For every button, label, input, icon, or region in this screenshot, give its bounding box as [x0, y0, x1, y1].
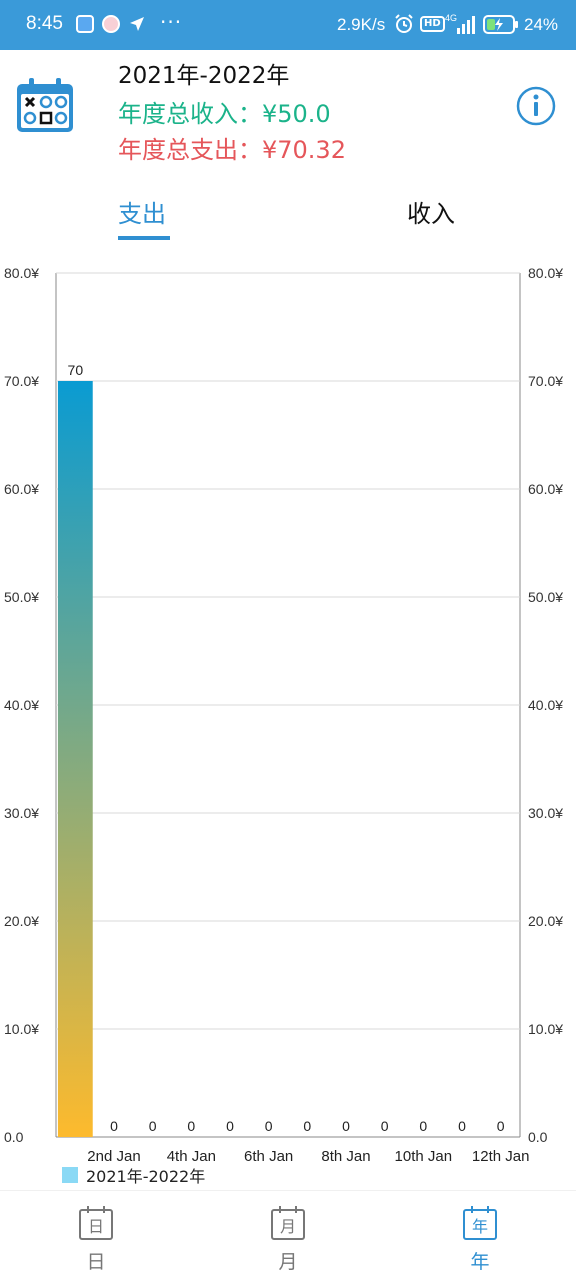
arrow-icon	[130, 17, 144, 31]
battery-icon	[483, 15, 518, 34]
nav-label-month: 月	[278, 1251, 298, 1273]
tab-expense[interactable]: 支出	[118, 200, 166, 228]
bar-value-label: 0	[458, 1118, 466, 1134]
active-tab-indicator	[118, 236, 170, 240]
y-tick-label-right: 60.0¥	[528, 481, 563, 497]
y-tick-label-right: 40.0¥	[528, 697, 563, 713]
annual-expense-total: 年度总支出：¥70.32	[118, 136, 346, 164]
bar-value-label: 0	[110, 1118, 118, 1134]
y-tick-label-right: 20.0¥	[528, 913, 563, 929]
x-tick-label: 12th Jan	[472, 1148, 530, 1165]
x-tick-label: 10th Jan	[395, 1148, 453, 1165]
bar-value-label: 0	[342, 1118, 350, 1134]
y-tick-label-left: 80.0¥	[4, 265, 39, 281]
y-tick-label-right: 30.0¥	[528, 805, 563, 821]
nav-label-year: 年	[470, 1251, 490, 1273]
alarm-icon	[395, 14, 413, 33]
signal-icon: 4G	[445, 13, 475, 34]
y-tick-label-right: 10.0¥	[528, 1021, 563, 1037]
y-tick-label-left: 50.0¥	[4, 589, 39, 605]
battery-percent: 24%	[524, 15, 559, 34]
bar-value-label: 0	[497, 1118, 505, 1134]
month-icon-char: 月	[280, 1217, 296, 1236]
month-calendar-icon: 月	[271, 1206, 305, 1240]
bar	[57, 381, 93, 1137]
y-tick-label-right: 0.0	[528, 1129, 548, 1145]
nav-label-day: 日	[86, 1251, 106, 1273]
nav-item-year[interactable]: 年 年	[384, 1191, 576, 1280]
y-tick-label-right: 80.0¥	[528, 265, 563, 281]
y-tick-label-right: 70.0¥	[528, 373, 563, 389]
status-time: 8:45	[26, 13, 63, 34]
chart-legend: 2021年-2022年	[62, 1163, 205, 1187]
calendar-icon	[17, 78, 73, 132]
x-tick-label: 6th Jan	[244, 1148, 293, 1165]
bar-value-label: 0	[303, 1118, 311, 1134]
y-tick-label-left: 20.0¥	[4, 913, 39, 929]
y-tick-label-left: 30.0¥	[4, 805, 39, 821]
nav-item-day[interactable]: 日 日	[0, 1191, 192, 1280]
year-icon-char: 年	[472, 1217, 488, 1236]
x-tick-label: 4th Jan	[167, 1148, 216, 1165]
year-range-title: 2021年-2022年	[118, 63, 290, 89]
bar-value-label: 0	[265, 1118, 273, 1134]
day-icon-char: 日	[88, 1217, 104, 1236]
net-speed: 2.9K/s	[337, 15, 386, 34]
status-bar: 8:45 ··· 2.9K/s HD 4G 24%	[0, 0, 576, 50]
year-calendar-icon: 年	[463, 1206, 497, 1240]
info-icon[interactable]	[516, 86, 556, 126]
bar-value-label: 0	[149, 1118, 157, 1134]
y-tick-label-right: 50.0¥	[528, 589, 563, 605]
bar-value-label: 0	[187, 1118, 195, 1134]
nav-item-month[interactable]: 月 月	[192, 1191, 384, 1280]
bar-value-label: 70	[68, 362, 84, 378]
day-calendar-icon: 日	[79, 1206, 113, 1240]
y-tick-label-left: 60.0¥	[4, 481, 39, 497]
chart-svg: 0.0 0.0 10.0¥ 10.0¥ 20.0¥ 20.0¥ 30.0¥ 30.0¥ 40.0…	[4, 265, 563, 1165]
y-tick-label-left: 40.0¥	[4, 697, 39, 713]
hd-badge: HD	[420, 16, 445, 32]
bar-value-label: 0	[381, 1118, 389, 1134]
legend-label: 2021年-2022年	[86, 1167, 206, 1186]
y-tick-label-left: 10.0¥	[4, 1021, 39, 1037]
y-tick-label-left: 0.0	[4, 1129, 24, 1145]
notification-icon	[76, 15, 94, 33]
network-type: 4G	[445, 13, 457, 23]
bar-value-label: 0	[419, 1118, 427, 1134]
bar-chart: 0.0 0.0 10.0¥ 10.0¥ 20.0¥ 20.0¥ 30.0¥ 30.0¥ 40.0…	[0, 258, 576, 1188]
bottom-nav: 日 日 月 月 年 年	[0, 1190, 576, 1280]
annual-income-total: 年度总收入：¥50.0	[118, 100, 331, 128]
bar-value-label: 0	[226, 1118, 234, 1134]
legend-swatch	[62, 1167, 78, 1183]
y-tick-label-left: 70.0¥	[4, 373, 39, 389]
overflow-dots: ···	[160, 10, 183, 34]
tab-income[interactable]: 收入	[407, 200, 455, 228]
app-icon	[102, 15, 120, 33]
x-tick-label: 8th Jan	[321, 1148, 370, 1165]
x-tick-label: 2nd Jan	[87, 1148, 140, 1165]
